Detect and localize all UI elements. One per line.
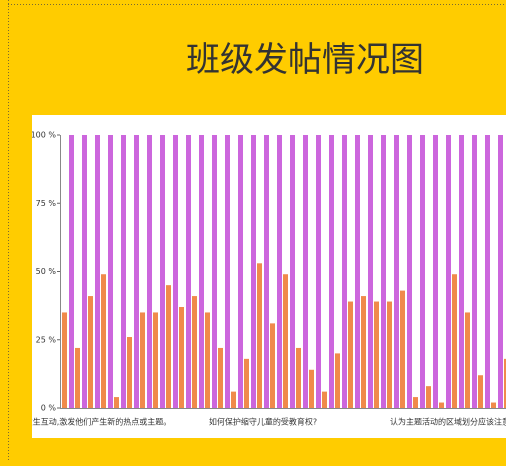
y-tick-label: 25 %	[36, 335, 57, 344]
y-tick-label: 0 %	[41, 404, 57, 413]
bar	[127, 337, 132, 408]
bar	[420, 135, 425, 408]
bar	[322, 391, 327, 408]
bar	[355, 135, 360, 408]
bar	[381, 135, 386, 408]
bar	[173, 135, 178, 408]
bar	[296, 347, 301, 408]
y-tick-label: 50 %	[36, 267, 57, 276]
bar	[95, 135, 100, 408]
chart-title: 班级发帖情况图	[186, 40, 424, 80]
bar	[433, 135, 438, 408]
bar	[309, 369, 314, 408]
bar	[413, 397, 418, 408]
bar	[75, 347, 80, 408]
bar	[134, 135, 139, 408]
bar	[283, 274, 288, 408]
x-tick-label: 认为主题活动的区域划分应该注意什么	[390, 417, 506, 427]
x-tick-label: 如何保护缩守儿童的受教育权?	[209, 417, 317, 427]
bar	[407, 135, 412, 408]
bar	[335, 353, 340, 408]
bar	[491, 402, 496, 408]
bar	[342, 135, 347, 408]
bar	[257, 263, 262, 408]
bar	[329, 135, 334, 408]
bar	[147, 135, 152, 408]
bar	[361, 296, 366, 408]
bar	[394, 135, 399, 408]
bar	[459, 135, 464, 408]
bar	[368, 135, 373, 408]
bar	[251, 135, 256, 408]
bar	[199, 135, 204, 408]
bar	[205, 312, 210, 408]
bar	[225, 135, 230, 408]
bar	[121, 135, 126, 408]
bar	[348, 301, 353, 408]
bar	[303, 135, 308, 408]
bar	[472, 135, 477, 408]
y-tick-label: 75 %	[36, 199, 57, 208]
bar	[153, 312, 158, 408]
bar	[290, 135, 295, 408]
bar	[114, 397, 119, 408]
bar	[374, 301, 379, 408]
bar	[62, 312, 67, 408]
bar	[446, 135, 451, 408]
bar	[485, 135, 490, 408]
bar	[160, 135, 165, 408]
bar	[498, 135, 503, 408]
bar	[231, 391, 236, 408]
bar	[238, 135, 243, 408]
bar	[400, 290, 405, 408]
plot: 0 % 25 % 50 % 75 % 100 % 儿发生互动,激发他们产生新的热点或主题。…	[17, 131, 506, 427]
bar	[88, 296, 93, 408]
bar	[478, 375, 483, 408]
bar	[439, 402, 444, 408]
bar	[426, 386, 431, 408]
x-tick-label: 儿发生互动,激发他们产生新的热点或主题。	[17, 417, 172, 427]
bar	[186, 135, 191, 408]
bar	[244, 358, 249, 408]
bar	[452, 274, 457, 408]
bar	[179, 306, 184, 408]
bar	[166, 285, 171, 408]
bar	[192, 296, 197, 408]
bar	[264, 135, 269, 408]
bar	[101, 274, 106, 408]
bar	[212, 135, 217, 408]
bar	[270, 323, 275, 408]
bar	[82, 135, 87, 408]
bar	[140, 312, 145, 408]
bar	[108, 135, 113, 408]
bar	[504, 358, 506, 408]
bar	[277, 135, 282, 408]
bar	[218, 347, 223, 408]
bar	[465, 312, 470, 408]
bar	[69, 135, 74, 408]
bar	[316, 135, 321, 408]
bar	[387, 301, 392, 408]
y-tick-label: 100 %	[31, 131, 57, 140]
